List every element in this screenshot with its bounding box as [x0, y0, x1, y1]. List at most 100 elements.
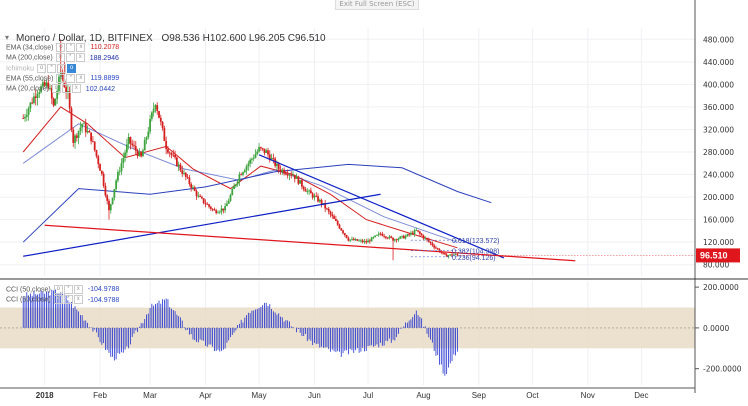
close-icon[interactable]: x	[73, 295, 83, 305]
candle-body	[209, 206, 212, 209]
candle-body	[256, 151, 259, 155]
candle-body	[342, 230, 344, 234]
candle-body	[374, 235, 377, 238]
candle-body	[283, 169, 285, 174]
eye-icon[interactable]: o	[56, 43, 66, 52]
candle-body	[333, 216, 336, 219]
candle-body	[388, 236, 391, 239]
eye-icon[interactable]: o	[51, 84, 61, 94]
candle-body	[127, 136, 130, 145]
close-icon[interactable]: x	[73, 285, 83, 294]
candle-body	[79, 127, 82, 132]
indicator-row[interactable]: EMA (34,close) o * x 110.2078	[6, 43, 120, 53]
close-icon[interactable]: x	[76, 74, 86, 84]
cci-legend: CCI (50,close) o * x -104.9788 CCI (50,close…	[6, 285, 119, 306]
collapse-arrow-icon[interactable]: ▾	[5, 33, 10, 42]
close-icon[interactable]: x	[71, 84, 81, 94]
candle-body	[47, 82, 50, 89]
candle-body	[84, 123, 87, 133]
candle-body	[354, 239, 357, 241]
candle-body	[233, 186, 235, 190]
indicator-row[interactable]: EMA (55,close) o * x 119.8899	[6, 74, 120, 84]
candle-body	[97, 156, 100, 165]
indicator-buttons[interactable]: o * x	[53, 295, 84, 305]
candle-body	[226, 203, 228, 207]
close-icon[interactable]: x	[76, 43, 86, 52]
eye-icon[interactable]: o	[53, 295, 63, 305]
candle-body	[442, 252, 444, 254]
candle-body	[326, 208, 328, 210]
eye-icon[interactable]: o	[53, 285, 63, 294]
candle-body	[220, 208, 223, 212]
settings-icon[interactable]: *	[63, 285, 73, 294]
candle-body	[202, 198, 205, 204]
candle-body	[349, 239, 352, 241]
settings-icon[interactable]: *	[65, 53, 75, 63]
indicator-buttons[interactable]: o * x	[56, 74, 86, 84]
indicator-buttons[interactable]: o * x	[56, 43, 86, 53]
candle-body	[175, 157, 178, 167]
price-tick-label: 200.000	[703, 193, 734, 202]
candle-body	[154, 105, 157, 110]
candle-body	[33, 96, 35, 104]
candle-body	[108, 200, 110, 211]
candle-body	[159, 117, 162, 122]
candle-body	[29, 102, 32, 109]
exit-fullscreen-button[interactable]: Exit Full Screen (ESC)	[335, 0, 419, 10]
cci-legend-row[interactable]: CCI (50,close) o * x -104.9788	[6, 285, 120, 295]
price-tick-label: 360.000	[703, 103, 734, 112]
settings-icon[interactable]: *	[63, 295, 73, 305]
candle-body	[370, 237, 373, 242]
candle-body	[299, 180, 302, 184]
settings-icon[interactable]: *	[66, 74, 76, 84]
candle-body	[167, 149, 169, 153]
candle-body	[334, 218, 337, 221]
candle-body	[231, 189, 234, 196]
candle-body	[113, 189, 116, 198]
indicator-buttons[interactable]: o * x	[51, 84, 82, 94]
candle-body	[390, 236, 393, 238]
candle-body	[408, 234, 411, 236]
candle-body	[293, 175, 296, 179]
indicator-buttons[interactable]: o * x o	[37, 63, 77, 74]
indicator-legend: EMA (34,close) o * x 110.2078 MA (200,close)…	[6, 43, 119, 95]
settings-icon[interactable]: *	[66, 43, 76, 52]
fib-levels: 0.618(123.572) 0.382(104.998)0.236(94.126…	[410, 238, 500, 262]
settings-icon[interactable]: *	[61, 84, 71, 94]
candle-body	[236, 181, 239, 185]
indicator-buttons[interactable]: o * x	[55, 53, 86, 63]
candle-body	[281, 169, 284, 172]
candle-body	[145, 137, 148, 141]
candle-body	[292, 175, 294, 176]
close-icon[interactable]: x	[57, 63, 67, 73]
candle-body	[206, 204, 209, 205]
candle-body	[161, 121, 164, 129]
candle-body	[111, 197, 114, 205]
visibility-icon[interactable]: o	[67, 63, 77, 73]
indicator-row[interactable]: Ichimoku o * x o	[6, 63, 119, 74]
trendline-blue	[23, 193, 381, 257]
candle-body	[352, 238, 355, 241]
candle-body	[317, 196, 319, 202]
eye-icon[interactable]: o	[37, 63, 47, 73]
close-icon[interactable]: x	[75, 53, 85, 63]
eye-icon[interactable]: o	[56, 74, 66, 84]
settings-icon[interactable]: *	[47, 63, 57, 73]
candle-body	[77, 131, 80, 138]
candle-body	[295, 176, 298, 179]
indicator-row[interactable]: MA (200,close) o * x 188.2946	[6, 53, 119, 63]
eye-icon[interactable]: o	[55, 53, 65, 63]
candle-body	[208, 204, 210, 207]
candle-body	[435, 247, 437, 249]
candle-body	[165, 140, 168, 150]
candle-body	[234, 184, 237, 187]
candle-body	[343, 233, 346, 235]
indicator-row[interactable]: MA (20,close) o * x 102.0442	[6, 84, 115, 94]
ohlc-low: L96.205	[248, 33, 285, 44]
candle-body	[183, 172, 185, 174]
candle-body	[195, 190, 198, 197]
candle-body	[58, 76, 60, 91]
indicator-buttons[interactable]: o * x	[53, 285, 84, 295]
cci-legend-row[interactable]: CCI (50,close) o * x -104.9788	[6, 295, 120, 305]
